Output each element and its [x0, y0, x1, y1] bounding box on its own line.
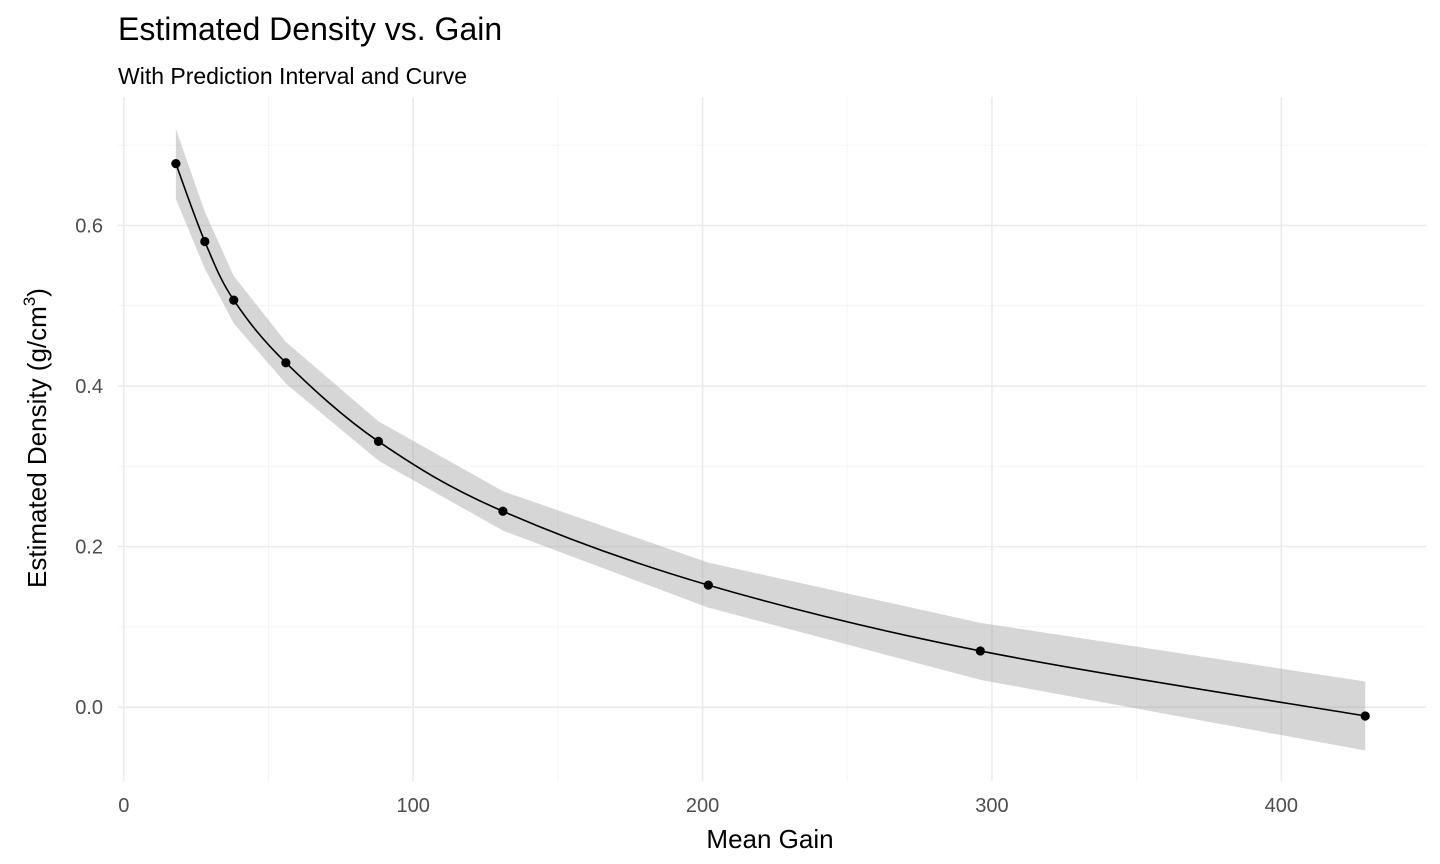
data-point-3	[281, 358, 291, 368]
y-tick-label-2: 0.4	[75, 376, 103, 398]
grid	[118, 97, 1426, 781]
x-tick-label-4: 400	[1265, 795, 1298, 817]
fitted-curve	[175, 163, 1366, 717]
data-point-5	[498, 506, 508, 516]
prediction-interval-band	[175, 129, 1366, 751]
chart-subtitle: With Prediction Interval and Curve	[118, 63, 467, 89]
x-tick-label-3: 300	[975, 795, 1008, 817]
y-tick-label-1: 0.2	[75, 537, 103, 559]
y-tick-label-3: 0.6	[75, 215, 103, 237]
data-point-7	[975, 646, 985, 656]
y-axis-title-superscript: 3	[20, 297, 39, 306]
chart-title: Estimated Density vs. Gain	[118, 11, 502, 47]
data-point-4	[373, 436, 384, 447]
y-axis-ticks: 0.0 0.2 0.4 0.6	[75, 215, 103, 719]
y-axis-title: Estimated Density (g/cm3)	[20, 288, 52, 588]
data-point-1	[200, 236, 210, 247]
x-tick-label-2: 200	[686, 795, 719, 817]
fitted-curve-line	[175, 163, 1366, 717]
data-point-2	[229, 295, 239, 305]
data-point-8	[1360, 711, 1370, 721]
data-points	[171, 159, 1370, 721]
prediction-interval	[175, 129, 1366, 751]
data-point-6	[703, 580, 713, 590]
x-axis-title: Mean Gain	[706, 824, 833, 854]
y-axis-title-main: Estimated Density (g/cm	[22, 306, 52, 588]
y-tick-label-0: 0.0	[75, 697, 103, 719]
y-axis-title-close: )	[22, 288, 52, 297]
x-tick-label-1: 100	[396, 795, 429, 817]
x-tick-label-0: 0	[118, 795, 129, 817]
data-point-0	[171, 159, 181, 169]
x-axis-ticks: 0 100 200 300 400	[118, 795, 1298, 817]
